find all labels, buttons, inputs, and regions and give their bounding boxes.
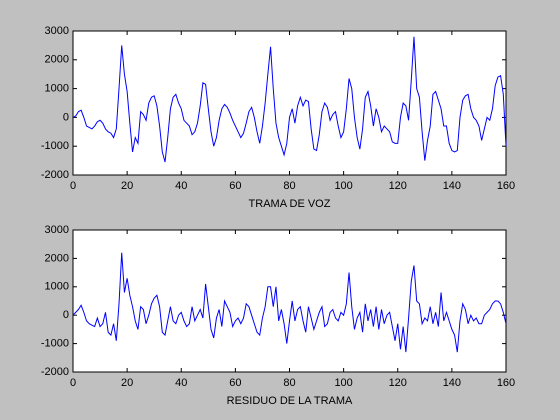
x-tick-label: 60 — [229, 180, 241, 192]
y-tick-label: 1000 — [45, 83, 69, 95]
y-tick-label: 2000 — [45, 54, 69, 66]
x-tick-label: 160 — [497, 377, 515, 389]
x-axis-label: TRAMA DE VOZ — [249, 198, 331, 210]
y-tick-label: -2000 — [41, 169, 69, 181]
x-tick-label: 120 — [389, 377, 407, 389]
x-tick-label: 80 — [283, 180, 295, 192]
x-tick-label: 140 — [443, 180, 461, 192]
x-tick-label: 40 — [175, 180, 187, 192]
x-tick-label: 120 — [389, 180, 407, 192]
x-tick-label: 60 — [229, 377, 241, 389]
x-tick-label: 160 — [497, 180, 515, 192]
x-axis-label: RESIDUO DE LA TRAMA — [227, 395, 353, 407]
x-tick-label: 140 — [443, 377, 461, 389]
x-tick-label: 100 — [334, 180, 352, 192]
x-tick-label: 80 — [283, 377, 295, 389]
y-tick-label: 3000 — [45, 25, 69, 37]
x-tick-label: 0 — [70, 180, 76, 192]
y-tick-label: 1000 — [45, 281, 69, 293]
plot-area — [72, 30, 507, 176]
x-tick-label: 40 — [175, 377, 187, 389]
y-tick-label: -2000 — [41, 366, 69, 378]
signal-line — [72, 252, 507, 353]
x-tick-label: 20 — [121, 180, 133, 192]
y-tick-label: -1000 — [41, 338, 69, 350]
y-tick-label: 0 — [63, 111, 69, 123]
plot-area — [72, 229, 507, 373]
y-tick-label: -1000 — [41, 140, 69, 152]
x-tick-label: 100 — [334, 377, 352, 389]
x-tick-label: 0 — [70, 377, 76, 389]
signal-line — [72, 36, 507, 163]
x-tick-label: 20 — [121, 377, 133, 389]
y-tick-label: 0 — [63, 309, 69, 321]
y-tick-label: 3000 — [45, 224, 69, 236]
y-tick-label: 2000 — [45, 252, 69, 264]
